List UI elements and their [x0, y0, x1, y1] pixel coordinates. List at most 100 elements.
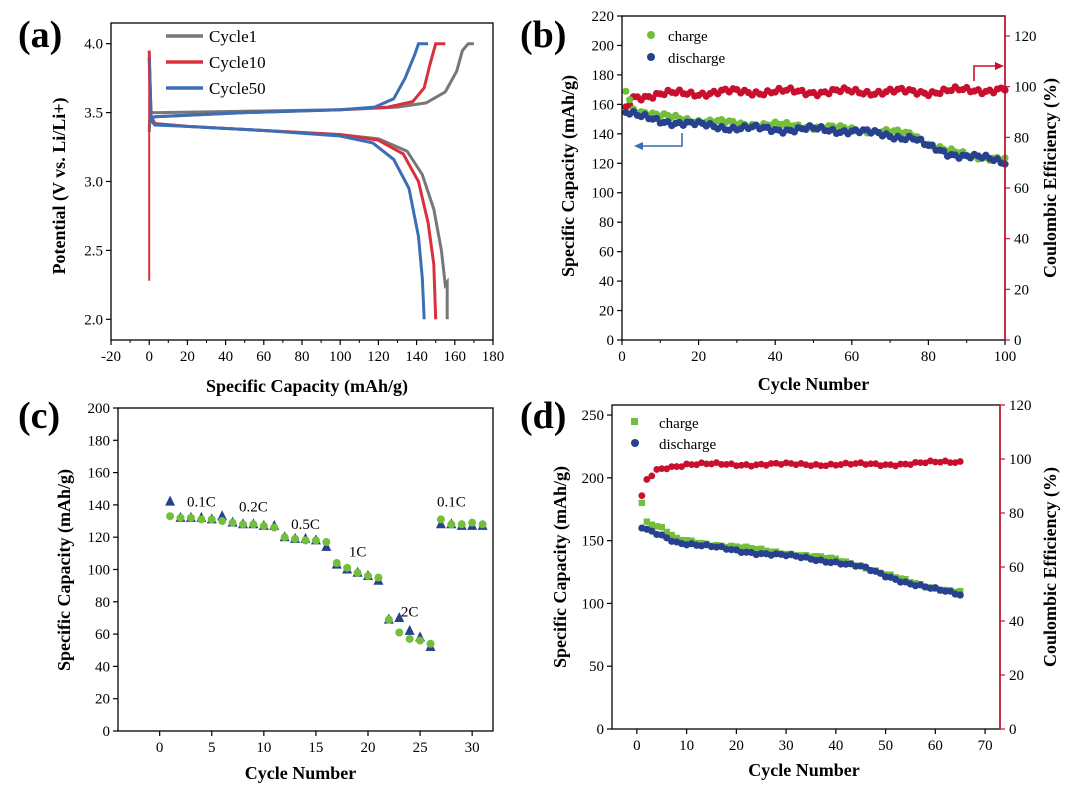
- charge-point: [668, 531, 675, 539]
- rate-label: 1C: [349, 545, 367, 561]
- charge-point: [478, 520, 487, 529]
- discharge-axis-arrow-line: [641, 133, 683, 147]
- rate-label: 0.1C: [437, 495, 466, 511]
- charge-point: [353, 568, 362, 577]
- discharge-point: [928, 141, 936, 149]
- panel-a-ytick-label: 3.5: [84, 106, 103, 122]
- panel-b-ytick-label: 100: [592, 186, 615, 202]
- discharge-point: [956, 591, 964, 599]
- series-cycle10-discharge-line: [147, 50, 438, 320]
- efficiency-point: [658, 465, 666, 473]
- panel-a-ytick-label: 3.0: [84, 175, 103, 191]
- charge-point: [663, 528, 670, 536]
- panel-b-ytick-label: 40: [599, 274, 614, 290]
- panel-c-label: (c): [18, 395, 60, 437]
- charge-point: [447, 520, 456, 529]
- charge-point: [291, 534, 300, 543]
- panel-d-label: (d): [520, 395, 566, 437]
- efficiency-axis-arrow-line: [973, 65, 997, 81]
- panel-b-xtick-label: 40: [768, 349, 783, 365]
- efficiency-point: [931, 458, 939, 466]
- charge-point: [753, 546, 760, 553]
- panel-b-ylabel: Specific Capacity (mAh/g): [558, 75, 579, 277]
- panel-a-xtick-label: 80: [295, 349, 310, 365]
- panel-a-ytick-label: 2.5: [84, 243, 103, 259]
- efficiency-point: [732, 462, 740, 470]
- panel-d-xtick-label: 30: [779, 738, 794, 754]
- charge-point: [416, 636, 425, 645]
- panel-a-xtick-label: 180: [482, 349, 505, 365]
- panel-b-ytick-label: 140: [592, 127, 615, 143]
- discharge-triangle: [404, 624, 415, 635]
- panel-b-ytick-right-label: 40: [1014, 232, 1029, 248]
- panel-c-ytick-label: 0: [103, 724, 111, 740]
- panel-d-ytick-right-label: 80: [1009, 506, 1024, 522]
- panel-b-ytick-right-label: 120: [1014, 29, 1037, 45]
- panel-c-ytick-label: 80: [95, 595, 110, 611]
- efficiency-point: [917, 459, 924, 467]
- panel-c-xtick-label: 5: [208, 740, 216, 756]
- panel-d-ytick-label: 100: [582, 596, 605, 612]
- charge-point: [176, 513, 185, 522]
- charge-point: [738, 544, 745, 551]
- discharge-triangle: [165, 495, 176, 506]
- panel-d-ytick-right-label: 100: [1009, 452, 1032, 468]
- charge-point: [468, 518, 477, 527]
- panel-d-ytick-right-label: 40: [1009, 614, 1024, 630]
- panel-c-xtick-label: 0: [156, 740, 164, 756]
- panel-a: (a) -20 0 20 40 60 80 100 120 140 160 180 2.0 2.5 3.0 3…: [18, 14, 504, 397]
- panel-b-ytick-label: 160: [592, 97, 615, 113]
- panel-c-ytick-label: 40: [95, 659, 110, 675]
- panel-b-ylabel-right: Coulombic Efficiency (%): [1040, 78, 1061, 278]
- panel-d-ytick-label: 0: [597, 722, 605, 738]
- charge-point: [426, 639, 435, 648]
- legend-label-cycle10: Cycle10: [209, 53, 266, 72]
- panel-c-ytick-label: 140: [88, 498, 111, 514]
- series-cycle50-discharge-line: [147, 57, 426, 320]
- panel-c-ytick-label: 20: [95, 692, 110, 708]
- panel-b-xtick-label: 80: [921, 349, 936, 365]
- panel-b-ytick-label: 0: [607, 333, 615, 349]
- charge-point: [280, 533, 289, 542]
- panel-b-ytick-label: 200: [592, 38, 615, 54]
- charge-point: [207, 515, 216, 524]
- legend-discharge-label: discharge: [659, 437, 717, 453]
- panel-c-ytick-label: 160: [88, 466, 111, 482]
- panel-d-ytick-label: 50: [589, 659, 604, 675]
- charge-point: [166, 512, 175, 521]
- series-cycle1-discharge-line: [147, 57, 449, 320]
- legend-charge-marker: [631, 418, 638, 425]
- panel-b-ytick-right-label: 80: [1014, 130, 1029, 146]
- panel-d-xtick-label: 10: [679, 738, 694, 754]
- panel-b-xlabel: Cycle Number: [758, 374, 869, 394]
- charge-point: [259, 521, 268, 530]
- charge-point: [228, 518, 237, 527]
- panel-d-xtick-label: 70: [978, 738, 993, 754]
- charge-point: [622, 87, 630, 95]
- panel-d-xtick-label: 20: [729, 738, 744, 754]
- discharge-point: [877, 569, 885, 577]
- charge-point: [758, 545, 765, 553]
- discharge-point: [940, 147, 948, 155]
- panel-b-xtick-label: 0: [618, 349, 626, 365]
- panel-a-xtick-label: 60: [256, 349, 271, 365]
- efficiency-axis-arrow-head: [995, 62, 1004, 70]
- panel-b-label: (b): [520, 14, 566, 56]
- panel-d-xtick-label: 60: [928, 738, 943, 754]
- charge-point: [822, 555, 830, 562]
- panel-d-ytick-right-label: 120: [1009, 398, 1032, 414]
- panel-c-ytick-label: 60: [95, 627, 110, 643]
- discharge-point: [837, 560, 845, 568]
- panel-a-xtick-label: 100: [329, 349, 352, 365]
- charge-point: [186, 513, 195, 522]
- panel-a-label: (a): [18, 14, 62, 56]
- charge-point: [405, 634, 414, 643]
- panel-a-ytick-label: 2.0: [84, 312, 103, 328]
- efficiency-point: [668, 463, 676, 471]
- panel-b-ytick-label: 60: [599, 245, 614, 261]
- panel-c: (c) 0.1C 0.2C 0.5C 1C 2C 0.1C 0 5 10 15 20 25 30 0 20 40…: [18, 395, 494, 783]
- efficiency-point: [897, 460, 904, 468]
- efficiency-point: [718, 461, 725, 468]
- panel-a-xtick-label: 0: [145, 349, 153, 365]
- efficiency-point: [752, 461, 760, 469]
